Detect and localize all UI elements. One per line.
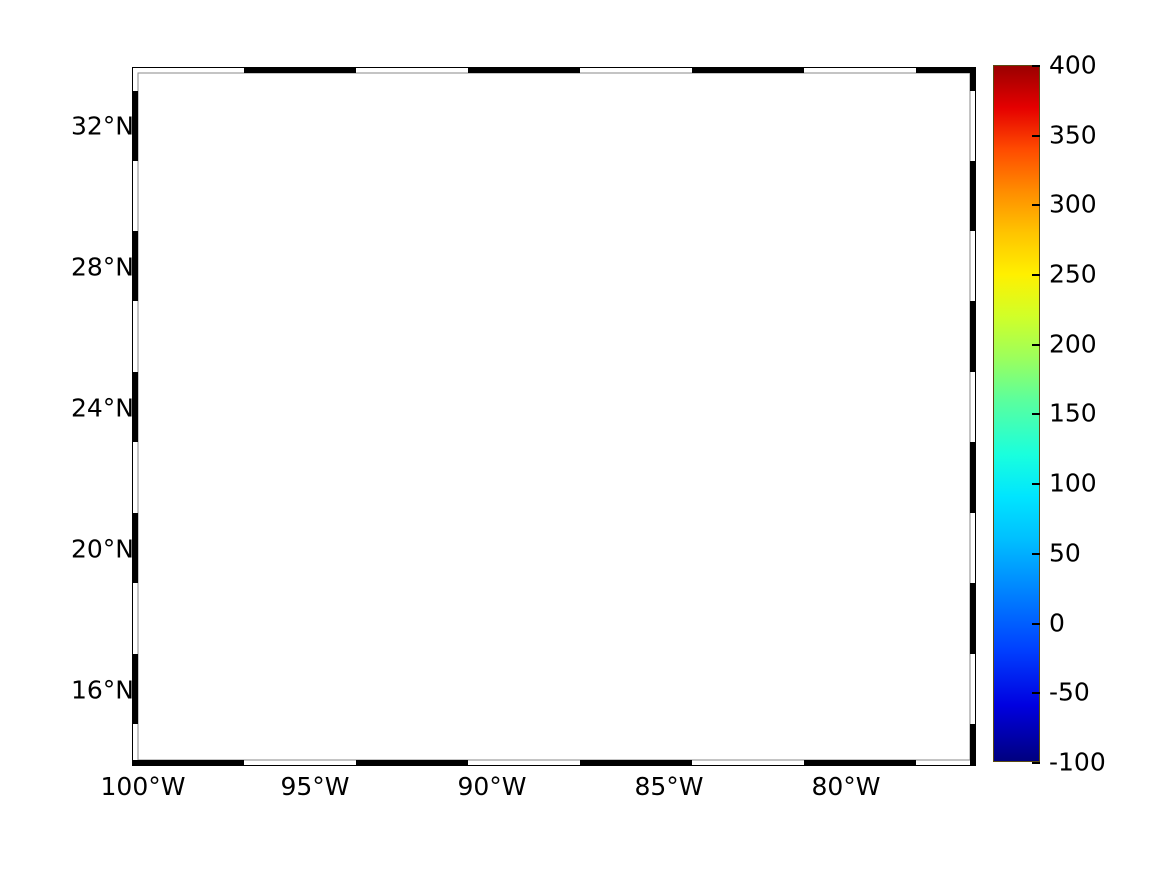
gridline-lon-85 <box>669 73 670 760</box>
gridline-lon-80 <box>846 73 847 760</box>
xtick-label-95W: 95°W <box>280 772 350 801</box>
colorbar-tick-400 <box>1032 65 1040 67</box>
xtick-label-100W: 100°W <box>100 772 186 801</box>
xtick-label-80W: 80°W <box>811 772 881 801</box>
gridline-lon-90 <box>492 73 493 760</box>
gridline-lat-24 <box>138 408 970 409</box>
gridline-lat-28 <box>138 267 970 268</box>
colorbar-tick--100 <box>1032 762 1040 764</box>
colorbar-tick-300 <box>1032 204 1040 206</box>
colorbar-label--50: -50 <box>1049 677 1090 707</box>
colorbar-label-300: 300 <box>1049 189 1097 219</box>
colorbar-label--100: -100 <box>1049 747 1106 777</box>
gridline-lat-32 <box>138 126 970 127</box>
colorbar-tick-100 <box>1032 483 1040 485</box>
colorbar-label-350: 350 <box>1049 120 1097 150</box>
xtick-label-85W: 85°W <box>634 772 704 801</box>
ytick-label-16N: 16°N <box>70 675 134 705</box>
colorbar-label-0: 0 <box>1049 608 1065 638</box>
colorbar-label-50: 50 <box>1049 538 1081 568</box>
ytick-label-28N: 28°N <box>70 252 134 282</box>
gridline-lon-95 <box>315 73 316 760</box>
colorbar-tick-350 <box>1032 135 1040 137</box>
colorbar-tick-250 <box>1032 274 1040 276</box>
ytick-label-24N: 24°N <box>70 393 134 423</box>
colorbar-label-150: 150 <box>1049 398 1097 428</box>
colorbar-tick--50 <box>1032 692 1040 694</box>
colorbar-label-100: 100 <box>1049 468 1097 498</box>
colorbar-label-250: 250 <box>1049 259 1097 289</box>
colorbar-tick-200 <box>1032 344 1040 346</box>
colorbar-tick-150 <box>1032 413 1040 415</box>
colorbar-label-200: 200 <box>1049 329 1097 359</box>
colorbar-label-400: 400 <box>1049 50 1097 80</box>
ytick-label-20N: 20°N <box>70 534 134 564</box>
map-axes[interactable] <box>138 73 970 760</box>
gridline-lat-16 <box>138 690 970 691</box>
xtick-label-90W: 90°W <box>457 772 527 801</box>
ytick-label-32N: 32°N <box>70 111 134 141</box>
gridline-lat-20 <box>138 549 970 550</box>
colorbar[interactable]: 400 350 300 250 200 150 100 50 0 -50 -10… <box>993 51 1106 777</box>
colorbar-tick-50 <box>1032 553 1040 555</box>
colorbar-tick-0 <box>1032 623 1040 625</box>
